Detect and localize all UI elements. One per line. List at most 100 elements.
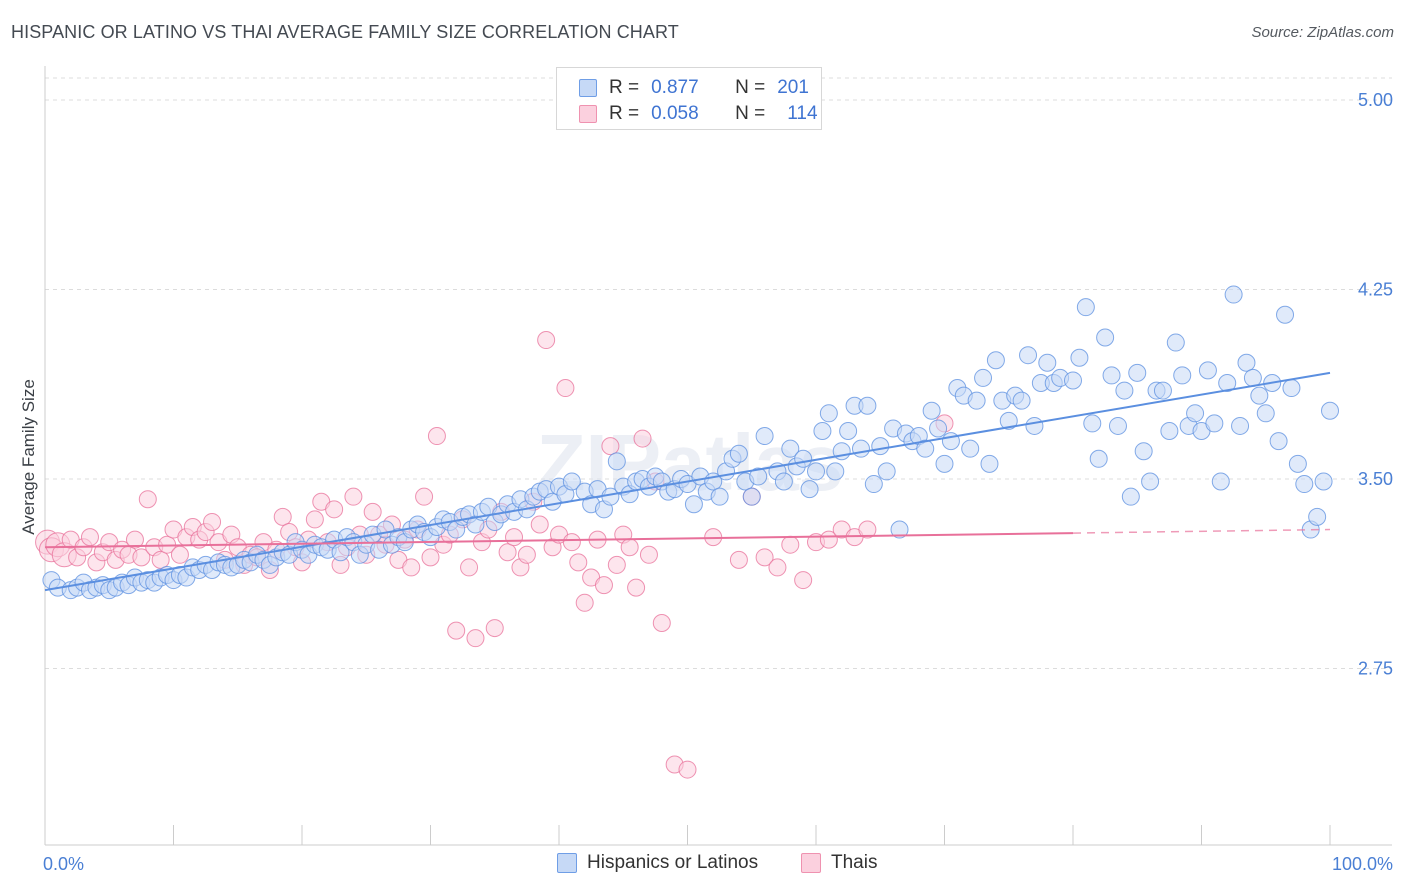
- hispanic-point: [1256, 404, 1275, 423]
- hispanic-point: [1160, 421, 1179, 440]
- r-label: R =: [609, 103, 640, 124]
- y-tick-label: 5.00: [1358, 90, 1393, 110]
- hispanic-point: [1243, 368, 1262, 387]
- hispanic-point: [684, 495, 703, 514]
- hispanic-point: [1276, 305, 1295, 324]
- hispanic-point: [890, 520, 909, 539]
- hispanic-point: [1108, 416, 1127, 435]
- hispanic-point: [1064, 371, 1082, 390]
- legend-label-hispanic: Hispanics or Latinos: [587, 852, 759, 873]
- thai-point: [530, 515, 549, 534]
- thai-point: [138, 490, 157, 509]
- legend-swatch-thai: [801, 853, 821, 873]
- hispanic-point: [877, 462, 896, 481]
- chart-title: HISPANIC OR LATINO VS THAI AVERAGE FAMIL…: [11, 22, 679, 42]
- thai-point: [556, 379, 575, 398]
- hispanic-point: [1295, 475, 1314, 494]
- n-value: 114: [787, 103, 818, 124]
- hispanic-point: [858, 396, 877, 415]
- hispanic-point: [1115, 381, 1134, 400]
- legend-item-hispanic[interactable]: Hispanics or Latinos: [557, 851, 758, 875]
- thai-point: [858, 520, 877, 539]
- thai-point: [755, 548, 774, 567]
- thai-point: [607, 555, 626, 574]
- thai-point: [427, 427, 446, 446]
- thai-point: [203, 512, 222, 531]
- thai-point: [498, 543, 517, 562]
- chart-source: Source: ZipAtlas.com: [1251, 24, 1394, 41]
- hispanic-point: [1308, 507, 1327, 526]
- hispanic-point: [1089, 449, 1108, 468]
- thai-point: [170, 545, 189, 564]
- hispanic-point: [607, 452, 626, 471]
- hispanic-point: [967, 391, 986, 410]
- hispanic-point: [1282, 379, 1301, 398]
- hispanic-point: [864, 475, 883, 494]
- thai-point: [601, 437, 620, 456]
- hispanic-point: [813, 421, 832, 440]
- hispanic-point: [1224, 285, 1243, 304]
- hispanic-point: [1173, 366, 1192, 385]
- legend-label-thai: Thais: [831, 852, 878, 873]
- hispanic-point: [1128, 363, 1147, 382]
- thai-point: [569, 553, 588, 572]
- hispanic-point: [755, 427, 774, 446]
- hispanic-point: [839, 421, 858, 440]
- y-axis-label: Average Family Size: [19, 379, 38, 535]
- thai-point: [273, 507, 292, 526]
- hispanic-point: [1134, 442, 1153, 461]
- thai-point: [460, 558, 479, 577]
- n-label: N =: [735, 103, 766, 124]
- thai-point: [627, 578, 646, 597]
- hispanic-point: [974, 368, 993, 387]
- n-label: N =: [735, 77, 766, 98]
- hispanic-point: [935, 454, 954, 473]
- hispanic-point: [999, 411, 1018, 430]
- hispanic-point: [1186, 404, 1205, 423]
- thai-point: [537, 331, 556, 350]
- thai-point: [678, 760, 697, 779]
- thai-point: [620, 538, 639, 557]
- hispanic-point: [961, 439, 980, 458]
- thai-swatch: [579, 105, 597, 123]
- n-value: 201: [777, 77, 809, 98]
- thai-point: [639, 545, 658, 564]
- hispanic-point: [871, 437, 890, 456]
- thai-point: [325, 500, 344, 519]
- hispanic-swatch: [579, 79, 597, 97]
- hispanic-point: [1025, 416, 1044, 435]
- hispanic-trend-line: [44, 371, 1331, 592]
- thai-point: [768, 558, 787, 577]
- thai-point: [363, 502, 382, 521]
- thai-point: [402, 558, 421, 577]
- hispanic-point: [1231, 416, 1250, 435]
- hispanic-point: [774, 472, 793, 491]
- hispanic-point: [1205, 414, 1224, 433]
- hispanic-point: [1288, 454, 1307, 473]
- hispanic-point: [916, 439, 935, 458]
- hispanic-point: [1211, 472, 1230, 491]
- thai-point: [415, 487, 434, 506]
- x-tick-labels: 0.0% 100.0%: [43, 854, 1393, 874]
- legend-item-thai[interactable]: Thais: [801, 851, 877, 875]
- hispanic-point: [922, 401, 941, 420]
- thai-trend-line-extension: [1072, 528, 1331, 534]
- hispanic-point: [826, 462, 845, 481]
- thai-point: [447, 621, 466, 640]
- thai-point: [562, 533, 581, 552]
- thai-point: [781, 535, 800, 554]
- hispanic-point: [1102, 366, 1121, 385]
- hispanic-point: [819, 404, 838, 423]
- hispanic-point: [562, 472, 581, 491]
- hispanic-point: [710, 487, 729, 506]
- hispanic-point: [1166, 333, 1185, 352]
- y-tick-label: 2.75: [1358, 659, 1393, 679]
- x-tick-label: 100.0%: [1332, 854, 1393, 874]
- x-tick-label: 0.0%: [43, 854, 84, 874]
- hispanic-point: [807, 462, 825, 481]
- stats-legend-box: R = 0.877 N = 201 R = 0.058 N = 114: [556, 67, 822, 130]
- hispanic-point: [781, 439, 800, 458]
- y-tick-label: 4.25: [1358, 280, 1393, 300]
- trend-lines: [44, 371, 1331, 592]
